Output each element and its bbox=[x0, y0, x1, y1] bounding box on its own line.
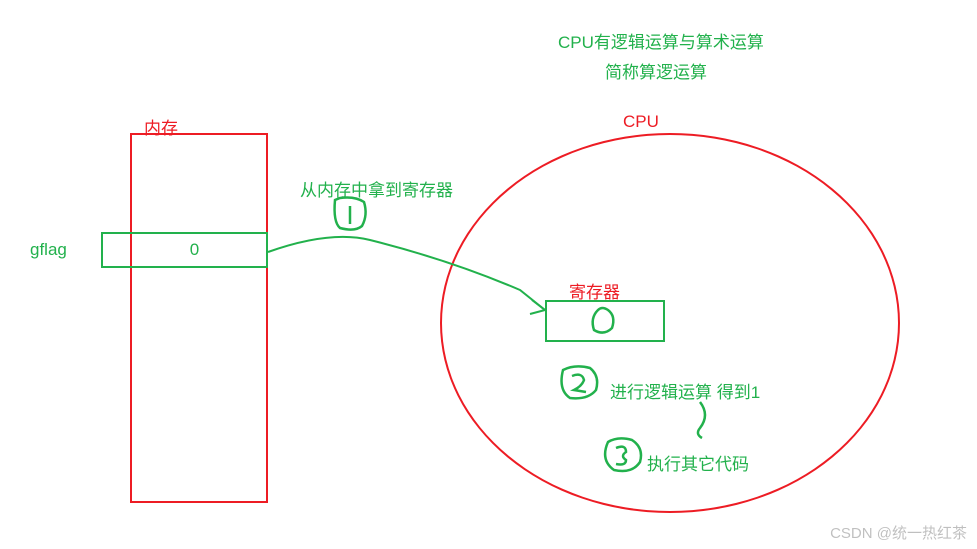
memory-box bbox=[130, 133, 268, 503]
watermark: CSDN @统一热红茶 bbox=[830, 522, 967, 543]
gflag-box: 0 bbox=[101, 232, 268, 268]
gflag-label: gflag bbox=[30, 240, 67, 260]
gflag-value: 0 bbox=[190, 240, 199, 260]
step2-label: 进行逻辑运算 得到1 bbox=[610, 378, 760, 403]
cpu-label: CPU bbox=[623, 112, 659, 132]
step1-label: 从内存中拿到寄存器 bbox=[300, 176, 453, 201]
register-box bbox=[545, 300, 665, 342]
cpu-desc-line2: 简称算逻运算 bbox=[605, 58, 707, 83]
step3-label: 执行其它代码 bbox=[647, 450, 749, 475]
cpu-desc-line1: CPU有逻辑运算与算术运算 bbox=[558, 28, 764, 53]
